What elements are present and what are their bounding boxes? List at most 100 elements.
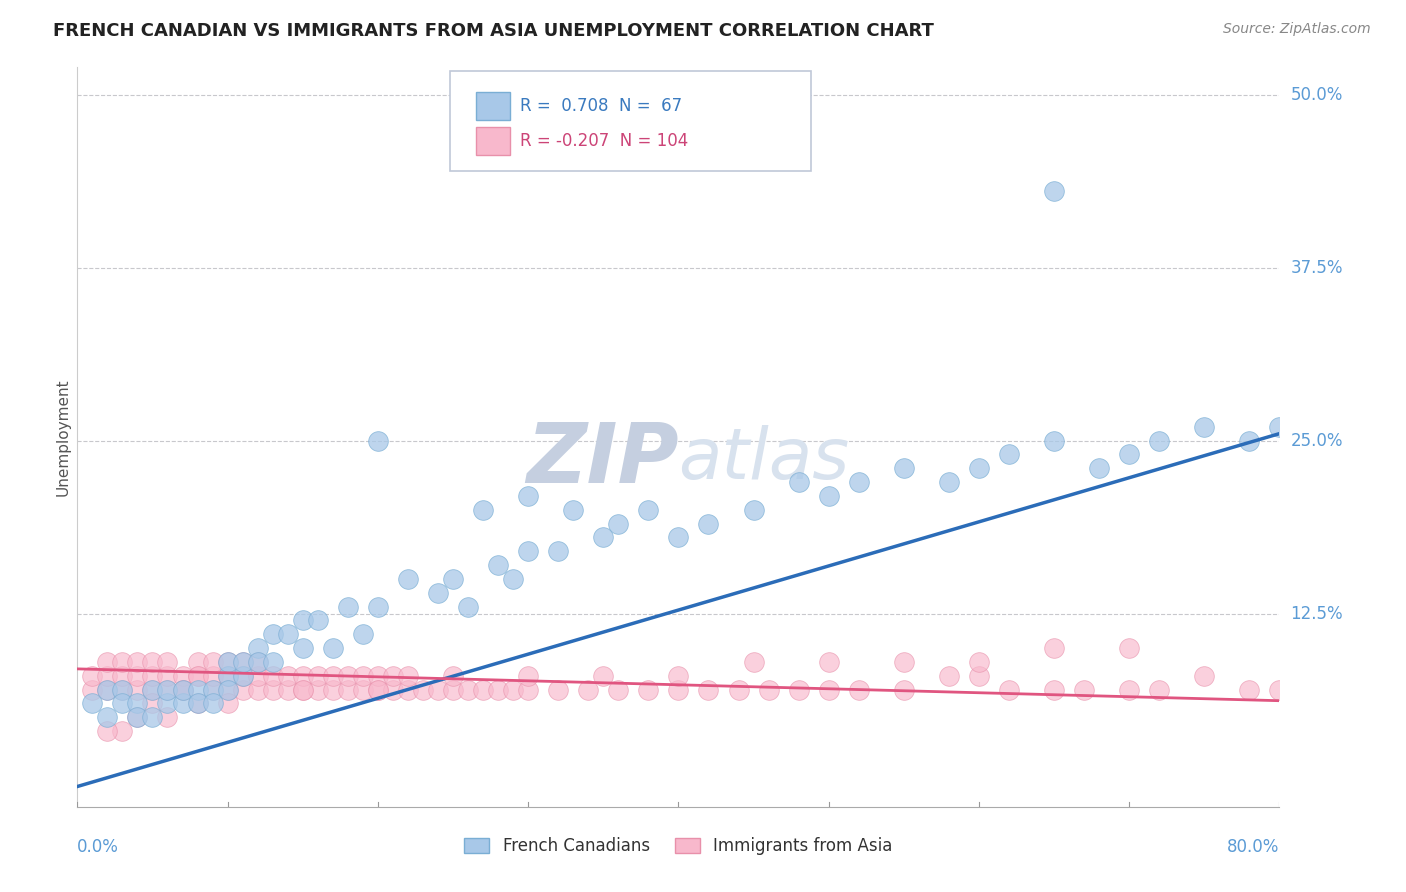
Point (172, 682, 194, 697)
Point (201, 697, 224, 711)
Point (697, 682, 720, 697)
Point (502, 572, 524, 586)
Point (291, 682, 314, 697)
Point (96, 682, 118, 697)
Point (352, 682, 374, 697)
Text: FRENCH CANADIAN VS IMMIGRANTS FROM ASIA UNEMPLOYMENT CORRELATION CHART: FRENCH CANADIAN VS IMMIGRANTS FROM ASIA … (53, 22, 935, 40)
Point (141, 669, 163, 683)
Point (697, 516, 720, 531)
Point (547, 682, 569, 697)
Point (457, 682, 479, 697)
Point (277, 627, 299, 641)
Text: 50.0%: 50.0% (1291, 86, 1343, 103)
Point (156, 682, 179, 697)
Point (232, 682, 254, 697)
Point (1118, 682, 1140, 697)
Point (381, 682, 404, 697)
Point (517, 669, 540, 683)
Point (217, 669, 239, 683)
Point (96, 655, 118, 669)
Point (186, 655, 209, 669)
Point (427, 682, 450, 697)
Point (893, 655, 915, 669)
Point (1268, 682, 1291, 697)
Point (262, 655, 284, 669)
Point (427, 586, 450, 600)
Point (336, 669, 359, 683)
Point (517, 682, 540, 697)
Point (998, 682, 1021, 697)
Point (1194, 669, 1216, 683)
Point (472, 682, 495, 697)
Point (1073, 682, 1095, 697)
Point (262, 682, 284, 697)
Point (322, 669, 344, 683)
Point (1043, 185, 1066, 199)
Point (668, 530, 690, 544)
Point (742, 655, 765, 669)
Text: 12.5%: 12.5% (1291, 605, 1343, 623)
Point (246, 682, 269, 697)
Point (217, 682, 239, 697)
Point (82, 669, 104, 683)
Point (607, 516, 630, 531)
Point (1118, 641, 1140, 656)
Point (547, 544, 569, 558)
Point (637, 682, 659, 697)
Point (111, 669, 134, 683)
Point (668, 682, 690, 697)
Bar (477, 92, 510, 120)
Point (96, 724, 118, 739)
Point (127, 655, 149, 669)
Point (82, 697, 104, 711)
Point (307, 614, 329, 628)
Point (277, 682, 299, 697)
Point (246, 655, 269, 669)
Point (232, 655, 254, 669)
Point (1149, 682, 1171, 697)
Point (367, 682, 389, 697)
Point (96, 669, 118, 683)
Point (396, 669, 419, 683)
Point (217, 697, 239, 711)
Text: 37.5%: 37.5% (1291, 259, 1343, 277)
FancyBboxPatch shape (450, 70, 811, 170)
Point (758, 682, 780, 697)
Point (848, 682, 870, 697)
Point (848, 475, 870, 489)
Point (441, 572, 464, 586)
Point (472, 502, 495, 516)
Point (186, 697, 209, 711)
Point (127, 710, 149, 724)
Point (367, 434, 389, 448)
Point (1043, 682, 1066, 697)
Point (172, 682, 194, 697)
Point (307, 669, 329, 683)
Point (352, 627, 374, 641)
Text: ZIP: ZIP (526, 418, 679, 500)
Point (111, 655, 134, 669)
Point (1149, 434, 1171, 448)
Point (307, 682, 329, 697)
Point (141, 655, 163, 669)
Point (441, 682, 464, 697)
Point (127, 697, 149, 711)
Point (156, 669, 179, 683)
Point (141, 682, 163, 697)
Point (502, 682, 524, 697)
Point (1239, 434, 1261, 448)
Point (262, 669, 284, 683)
Text: Source: ZipAtlas.com: Source: ZipAtlas.com (1223, 22, 1371, 37)
Point (441, 669, 464, 683)
Point (172, 669, 194, 683)
Point (141, 697, 163, 711)
Point (938, 475, 960, 489)
Point (127, 669, 149, 683)
Point (637, 502, 659, 516)
Point (186, 682, 209, 697)
Point (787, 682, 810, 697)
Point (232, 655, 254, 669)
Point (1194, 419, 1216, 434)
Point (1088, 461, 1111, 475)
Point (232, 669, 254, 683)
